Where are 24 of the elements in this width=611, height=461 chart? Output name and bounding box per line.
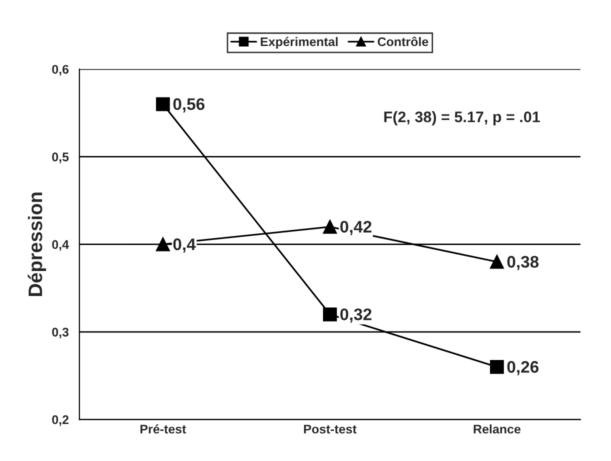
point: [490, 254, 504, 269]
x-tick-label: Post-test: [304, 424, 357, 434]
x-tick-label: Relance: [474, 424, 520, 434]
data-label: 0,32: [340, 308, 372, 323]
x-tick-label: Pré-test: [140, 424, 186, 434]
y-tick-label: 0,6: [52, 64, 69, 76]
data-label: 0,38: [507, 256, 539, 270]
data-label: 0,42: [340, 220, 372, 236]
y-axis-title: Dépression: [28, 192, 46, 296]
point: [156, 97, 170, 112]
y-tick-label: 0,5: [52, 152, 69, 164]
point: [322, 307, 337, 322]
data-label: 0,4: [173, 238, 196, 253]
legend-label: Expérimental: [260, 36, 338, 49]
point: [490, 360, 504, 374]
y-tick-label: 0,2: [52, 415, 69, 426]
legend-label: Contrôle: [378, 36, 428, 46]
point: [322, 220, 337, 234]
annotation: F(2, 38) = 5.17, p = .01: [384, 111, 540, 126]
data-label: 0,56: [173, 98, 204, 112]
y-tick-label: 0,4: [52, 240, 69, 251]
point: [156, 237, 170, 252]
y-tick-label: 0,3: [52, 328, 69, 338]
data-label: 0,26: [507, 361, 539, 376]
